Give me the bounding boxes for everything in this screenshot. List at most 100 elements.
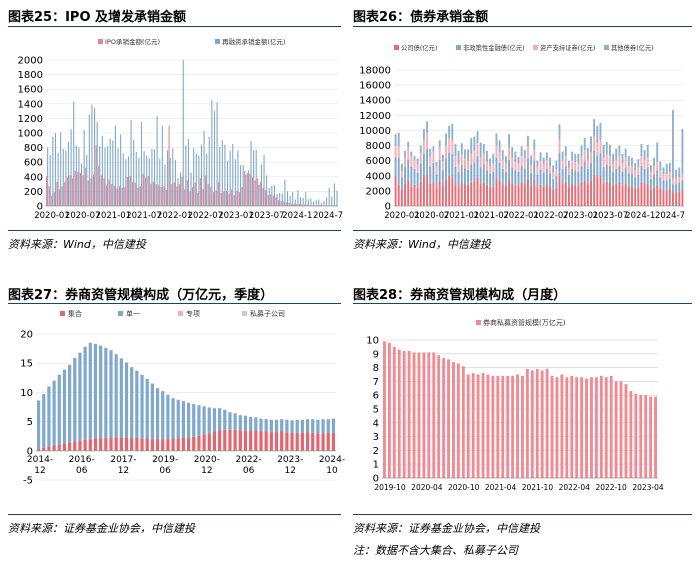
c26-bar-local bbox=[451, 177, 454, 206]
c26-bar-fin bbox=[539, 169, 542, 185]
c27-bar-danyi bbox=[285, 419, 289, 433]
c25-bar-seo bbox=[263, 154, 265, 206]
c26-bar-abs bbox=[542, 164, 545, 173]
c25-y-tick-label: 2000 bbox=[18, 56, 43, 67]
c27-bar-jihe bbox=[202, 434, 206, 451]
c25-bar-ipo bbox=[218, 181, 220, 206]
c25-bar-seo bbox=[195, 153, 197, 206]
c28-x-tick-label: 2023-04 bbox=[632, 483, 664, 492]
c25-bar-seo bbox=[203, 130, 205, 206]
c27-bar-danyi bbox=[316, 419, 320, 434]
c28-bar bbox=[629, 391, 633, 478]
c26-bar-other bbox=[407, 141, 410, 148]
c25-bar-ipo bbox=[267, 195, 269, 206]
c26-bar-fin bbox=[593, 150, 596, 175]
c27-bar-danyi bbox=[57, 374, 61, 445]
c25-legend-ipo: IPO承销金额(亿元) bbox=[105, 37, 160, 46]
c26-bar-other bbox=[568, 160, 570, 168]
c25-bar-ipo bbox=[272, 195, 274, 206]
c25-bar-ipo bbox=[186, 180, 188, 206]
c25-bar-ipo bbox=[113, 185, 115, 206]
c26-bar-abs bbox=[479, 157, 482, 168]
c26-bar-abs bbox=[564, 156, 567, 166]
c26-bar-local bbox=[416, 187, 419, 206]
c28-bar bbox=[491, 375, 495, 478]
c25-bar-ipo bbox=[176, 186, 178, 206]
c26-bar-abs bbox=[520, 156, 523, 166]
c27-bar-danyi bbox=[331, 418, 336, 433]
c27-bar-danyi bbox=[124, 362, 129, 438]
c26-bar-local bbox=[530, 186, 533, 206]
c26-x-tick-label: 2021-07 bbox=[474, 211, 510, 221]
c26-bar-other bbox=[416, 158, 419, 165]
c26-bar-local bbox=[668, 189, 671, 206]
c26-bar-fin bbox=[520, 165, 523, 183]
c26-bar-fin bbox=[517, 172, 520, 186]
c28-bar bbox=[476, 374, 480, 478]
c25-bar-ipo bbox=[298, 203, 300, 206]
c26-bar-other bbox=[508, 134, 510, 148]
c26-bar-local bbox=[536, 187, 539, 206]
c26-bar-fin bbox=[533, 160, 536, 180]
c26-bar-fin bbox=[457, 172, 460, 187]
c26-bar-local bbox=[615, 184, 618, 206]
c25-bar-ipo bbox=[46, 176, 48, 206]
c26-bar-fin bbox=[508, 159, 510, 180]
c27-y-tick-label: 5 bbox=[27, 417, 33, 428]
c26-bar-abs bbox=[498, 152, 501, 163]
c25-x-tick-label: 2020-07 bbox=[65, 211, 101, 221]
c27-x-tick-label: 06 bbox=[159, 466, 171, 476]
c26-bar-other bbox=[498, 140, 501, 153]
c27-x-tick-label: 2017- bbox=[110, 455, 136, 465]
c26-bar-other bbox=[542, 157, 545, 165]
c28-bar bbox=[466, 374, 470, 478]
c25-bar-ipo bbox=[184, 189, 186, 206]
c26-bar-abs bbox=[429, 156, 432, 167]
c25-bar-ipo bbox=[251, 177, 254, 206]
c26-bar-other bbox=[514, 151, 517, 163]
c25-bar-seo bbox=[182, 60, 184, 206]
c26-bar-other bbox=[495, 133, 498, 146]
c25-bar-seo bbox=[67, 141, 70, 206]
c25-bar-ipo bbox=[100, 175, 102, 206]
c27-bar-danyi bbox=[321, 419, 325, 434]
c25-bar-seo bbox=[310, 198, 312, 206]
c28-bar bbox=[521, 375, 524, 478]
c26-bar-local bbox=[407, 180, 410, 206]
c26-bar-abs bbox=[612, 163, 615, 172]
c26-bar-local bbox=[511, 183, 514, 206]
c26-bar-local bbox=[527, 178, 529, 206]
c26-bar-local bbox=[457, 186, 460, 206]
c28-bar bbox=[417, 352, 421, 478]
c27-bar-jihe bbox=[223, 429, 227, 451]
c25-bar-ipo bbox=[126, 176, 128, 206]
c25-bar-ipo bbox=[220, 192, 222, 206]
c26-bar-local bbox=[479, 183, 482, 206]
c26-bar-other bbox=[640, 144, 643, 157]
c25-bar-ipo bbox=[285, 202, 287, 206]
c26-bar-abs bbox=[457, 163, 460, 172]
c27-bar-jihe bbox=[290, 432, 294, 451]
c26-bar-fin bbox=[514, 170, 517, 185]
c26-bar-fin bbox=[561, 168, 564, 185]
c27-bar-danyi bbox=[140, 374, 144, 439]
c28-y-tick-label: 8 bbox=[373, 363, 379, 374]
c26-bar-local bbox=[602, 183, 605, 206]
c26-legend-other: 其他债券(亿元) bbox=[611, 43, 654, 52]
c26-y-tick-label: 4000 bbox=[366, 171, 391, 182]
c25-bar-ipo bbox=[82, 175, 84, 206]
c27-bar-danyi bbox=[114, 354, 118, 438]
c26-bar-fin bbox=[397, 157, 400, 185]
c25-bar-ipo bbox=[257, 178, 259, 206]
c25-bar-seo bbox=[305, 192, 307, 206]
c27-legend-swatch-zhuanxiang bbox=[178, 311, 183, 316]
c25-bar-ipo bbox=[69, 175, 71, 206]
c27-bar-jihe bbox=[321, 433, 325, 451]
c26-bar-other bbox=[624, 148, 627, 158]
c27-bar-danyi bbox=[207, 407, 211, 434]
c25-bar-seo bbox=[315, 200, 317, 206]
c25-bar-ipo bbox=[197, 192, 199, 206]
c25-bar-seo bbox=[193, 148, 195, 206]
c28-bar bbox=[456, 363, 460, 478]
